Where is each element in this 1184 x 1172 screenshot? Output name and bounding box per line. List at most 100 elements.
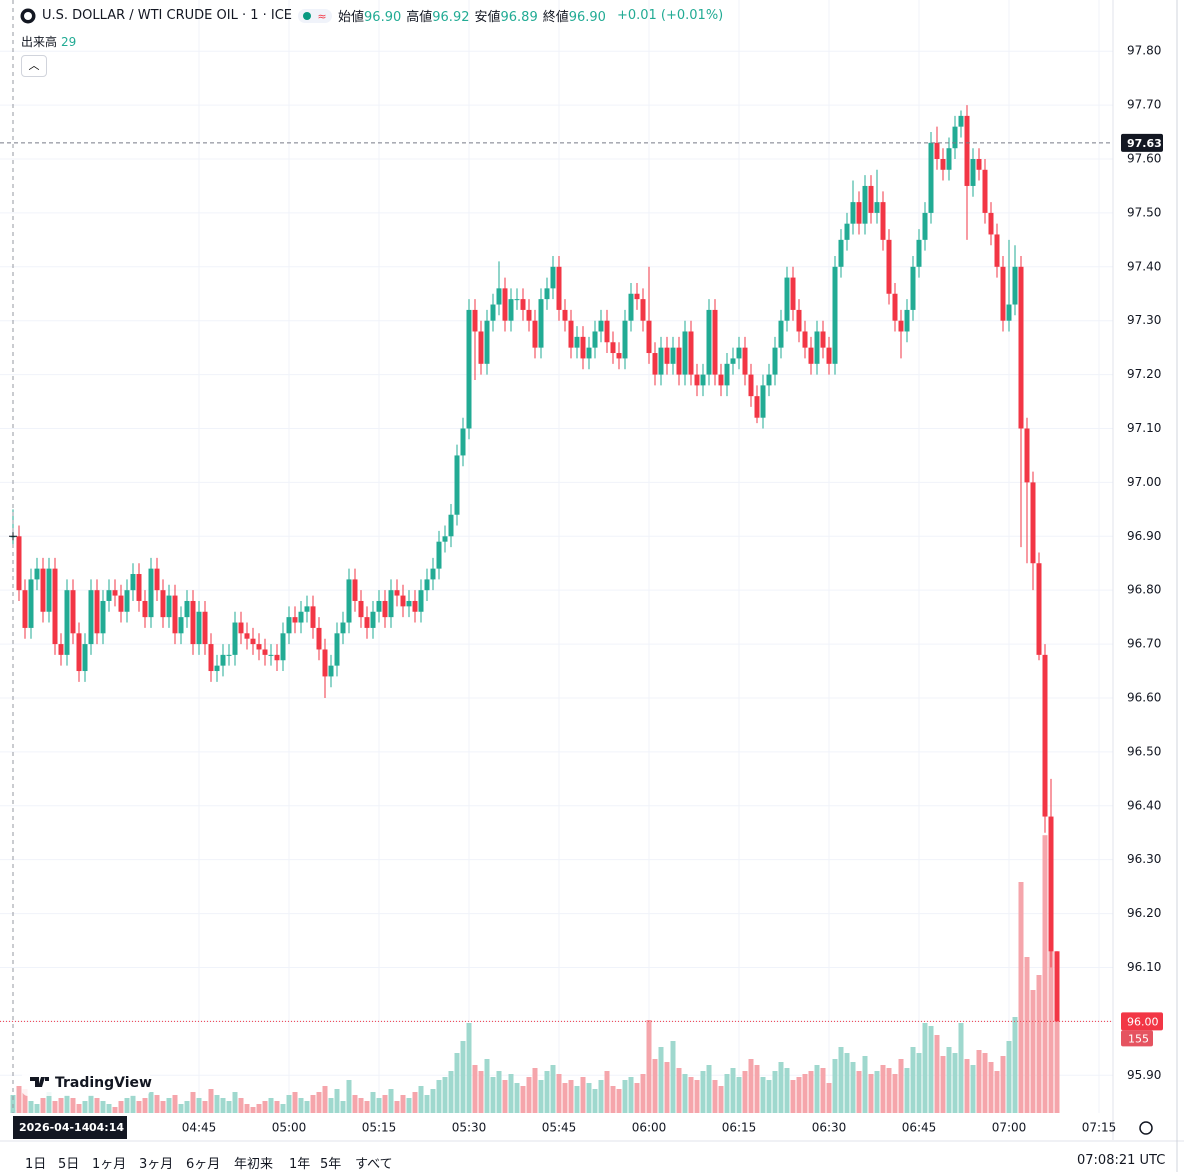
volume-bar [748, 1059, 754, 1113]
candle-body [856, 202, 862, 224]
legend-header: U.S. DOLLAR / WTI CRUDE OIL · 1 · ICE ≈ … [20, 6, 723, 25]
volume-bar [1042, 835, 1048, 1113]
range-button[interactable]: 5日 [58, 1157, 80, 1172]
candle-body [166, 595, 172, 618]
logo-icon [30, 1077, 49, 1087]
volume-bar [868, 1074, 874, 1113]
volume-bar [118, 1101, 124, 1113]
volume-bar [514, 1083, 520, 1113]
range-button[interactable]: 6ヶ月 [186, 1157, 221, 1172]
volume-bar [442, 1077, 448, 1113]
volume-bar [886, 1068, 892, 1113]
candle-body [412, 600, 418, 612]
volume-bar [358, 1098, 364, 1113]
symbol[interactable]: U.S. DOLLAR / WTI CRUDE OIL · 1 · ICE [42, 8, 293, 23]
range-button[interactable]: 3ヶ月 [139, 1157, 174, 1172]
volume-bar [508, 1074, 514, 1113]
candle-body [1012, 266, 1018, 305]
y-tick-label: 97.60 [1127, 152, 1161, 166]
price-label-box [1121, 133, 1163, 152]
candle-body [772, 347, 778, 375]
candle-body [454, 455, 460, 515]
volume-bar [418, 1086, 424, 1113]
volume-bar [928, 1026, 934, 1113]
x-tick-label: 05:30 [452, 1121, 487, 1135]
volume-bar [58, 1098, 64, 1113]
settings-button[interactable] [1139, 1121, 1153, 1135]
range-button[interactable]: 1ヶ月 [92, 1157, 127, 1172]
candle-body [178, 617, 184, 634]
ohlc-label: 始値 [338, 10, 365, 25]
volume-bar [394, 1101, 400, 1113]
volume-bar [736, 1077, 742, 1113]
candle-body [124, 590, 130, 612]
candle-body [646, 320, 652, 354]
volume-bar [220, 1098, 226, 1113]
y-tick-label: 95.90 [1127, 1068, 1161, 1082]
volume-bar [160, 1101, 166, 1113]
candle-body [130, 574, 136, 591]
volume-bar [472, 1065, 478, 1113]
volume-bar [490, 1077, 496, 1113]
collapse-button[interactable]: ︿ [21, 55, 47, 77]
candle-body [700, 374, 706, 386]
candle-body [310, 606, 316, 628]
range-button[interactable]: 年初来 [234, 1157, 274, 1172]
range-button[interactable]: 1年 [289, 1157, 311, 1172]
candle-body [598, 320, 604, 332]
candle-body [16, 536, 22, 591]
volume-bar [838, 1047, 844, 1113]
volume-bar [592, 1089, 598, 1113]
candle-body [94, 590, 100, 634]
candle-body [664, 347, 670, 364]
price-label: 96.00 [1127, 1015, 1159, 1028]
volume-bar [802, 1074, 808, 1113]
volume-bar [544, 1071, 550, 1113]
volume-bar [820, 1068, 826, 1113]
candle-body [784, 277, 790, 321]
x-tick-label: 05:15 [362, 1121, 397, 1135]
candle-body [586, 347, 592, 359]
candle-body [238, 622, 244, 634]
candle-body [172, 595, 178, 634]
volume-bar [1006, 1041, 1012, 1113]
candle-body [520, 299, 526, 310]
candle-body [790, 277, 796, 310]
volume-bar [826, 1083, 832, 1113]
candle-body [88, 590, 94, 645]
candle-body [496, 288, 502, 305]
range-button[interactable]: すべて [355, 1157, 393, 1172]
range-button[interactable]: 5年 [320, 1157, 342, 1172]
y-tick-label: 97.00 [1127, 475, 1161, 489]
volume-bar [178, 1104, 184, 1113]
candle-body [64, 590, 70, 655]
volume-bar [730, 1068, 736, 1113]
volume-bar [562, 1083, 568, 1113]
volume-bar [724, 1074, 730, 1113]
volume-bar [856, 1071, 862, 1113]
volume-bar [550, 1065, 556, 1113]
y-tick-label: 96.80 [1127, 583, 1161, 597]
candle-body [616, 353, 622, 359]
volume-bar [538, 1080, 544, 1113]
volume-bar [610, 1086, 616, 1113]
volume-bar [22, 1089, 28, 1113]
volume-bar [1030, 990, 1036, 1113]
candle-body [334, 633, 340, 666]
range-button[interactable]: 1日 [25, 1157, 47, 1172]
volume-bar [202, 1101, 208, 1113]
volume-bar [700, 1071, 706, 1113]
price-label-box [1121, 1012, 1163, 1031]
volume-bar [814, 1065, 820, 1113]
volume-bar [916, 1053, 922, 1113]
volume-bar [466, 1023, 472, 1113]
volume-bar [946, 1047, 952, 1113]
y-tick-label: 97.80 [1127, 44, 1161, 58]
candle-body [976, 159, 982, 170]
volume-bar [310, 1095, 316, 1113]
candle-body [568, 320, 574, 348]
x-tick-label: 07:15 [1082, 1121, 1117, 1135]
volume-bar [370, 1092, 376, 1113]
candle-body [652, 353, 658, 375]
